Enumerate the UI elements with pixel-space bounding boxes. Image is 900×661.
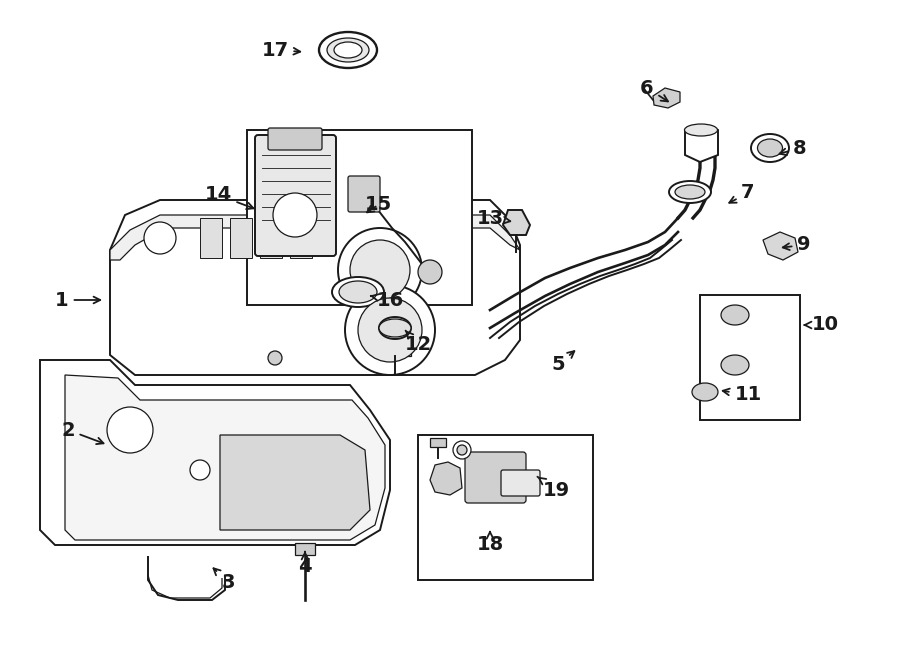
Polygon shape xyxy=(503,210,530,235)
Text: 14: 14 xyxy=(204,186,254,209)
FancyBboxPatch shape xyxy=(348,176,380,212)
Circle shape xyxy=(190,460,210,480)
Circle shape xyxy=(350,240,410,300)
Circle shape xyxy=(273,193,317,237)
Circle shape xyxy=(418,260,442,284)
Bar xyxy=(230,218,252,258)
Text: 1: 1 xyxy=(55,290,100,309)
Text: 17: 17 xyxy=(261,40,301,59)
Text: 13: 13 xyxy=(476,208,510,227)
Polygon shape xyxy=(653,88,680,108)
Text: 4: 4 xyxy=(298,552,311,576)
Bar xyxy=(200,218,222,258)
Circle shape xyxy=(107,407,153,453)
Bar xyxy=(247,130,472,305)
Polygon shape xyxy=(65,375,385,540)
Text: 19: 19 xyxy=(537,477,570,500)
Polygon shape xyxy=(40,360,390,545)
Circle shape xyxy=(144,222,176,254)
Text: 16: 16 xyxy=(371,290,403,309)
Ellipse shape xyxy=(379,319,411,337)
FancyBboxPatch shape xyxy=(501,470,540,496)
Bar xyxy=(700,295,800,420)
Bar xyxy=(295,543,315,555)
Polygon shape xyxy=(110,215,520,260)
Ellipse shape xyxy=(319,32,377,68)
Circle shape xyxy=(358,298,422,362)
Polygon shape xyxy=(430,462,462,495)
Ellipse shape xyxy=(721,305,749,325)
Text: 3: 3 xyxy=(213,568,235,592)
Ellipse shape xyxy=(675,185,705,199)
Ellipse shape xyxy=(379,317,411,339)
Polygon shape xyxy=(110,200,520,375)
FancyBboxPatch shape xyxy=(465,452,526,503)
Ellipse shape xyxy=(692,383,718,401)
Text: 7: 7 xyxy=(729,184,755,203)
Circle shape xyxy=(345,285,435,375)
Circle shape xyxy=(338,228,422,312)
FancyBboxPatch shape xyxy=(268,128,322,150)
Text: 12: 12 xyxy=(404,330,432,354)
Ellipse shape xyxy=(332,277,384,307)
Bar xyxy=(430,438,446,447)
Text: 10: 10 xyxy=(805,315,839,334)
Ellipse shape xyxy=(339,281,377,303)
Circle shape xyxy=(453,441,471,459)
Text: 6: 6 xyxy=(640,79,668,101)
Bar xyxy=(379,328,411,356)
Ellipse shape xyxy=(334,42,362,58)
Text: 9: 9 xyxy=(783,235,811,254)
Ellipse shape xyxy=(685,124,717,136)
Text: 8: 8 xyxy=(779,139,806,157)
Bar xyxy=(260,218,282,258)
Text: 5: 5 xyxy=(551,351,574,375)
Text: 2: 2 xyxy=(61,420,104,444)
Polygon shape xyxy=(685,125,718,162)
Circle shape xyxy=(457,445,467,455)
Ellipse shape xyxy=(669,181,711,203)
Circle shape xyxy=(268,351,282,365)
Ellipse shape xyxy=(751,134,789,162)
FancyBboxPatch shape xyxy=(255,135,336,256)
Ellipse shape xyxy=(327,38,369,62)
Text: 18: 18 xyxy=(476,532,504,555)
Polygon shape xyxy=(763,232,798,260)
Polygon shape xyxy=(220,435,370,530)
Text: 15: 15 xyxy=(364,196,392,215)
Ellipse shape xyxy=(758,139,782,157)
Bar xyxy=(418,435,593,580)
Bar xyxy=(290,218,312,258)
Text: 11: 11 xyxy=(723,385,761,405)
Ellipse shape xyxy=(721,355,749,375)
